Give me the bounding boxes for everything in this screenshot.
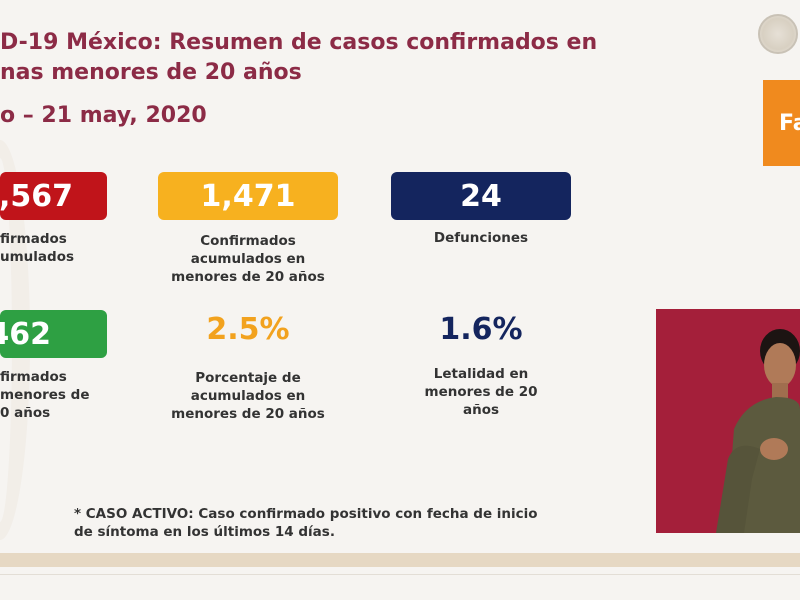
confirmed-total-value: ,567 bbox=[0, 172, 107, 220]
active-case-footnote: * CASO ACTIVO: Caso confirmado positivo … bbox=[74, 506, 538, 540]
percentage-label: Porcentaje de acumulados en menores de 2… bbox=[171, 370, 325, 422]
deaths-label: Defunciones bbox=[433, 230, 529, 246]
orange-banner: Fa bbox=[763, 80, 800, 166]
confirmed-total-label: firmados umulados bbox=[0, 231, 74, 265]
page-title: D-19 México: Resumen de casos confirmado… bbox=[0, 30, 598, 85]
confirmed-under20-label: Confirmados acumulados en menores de 20 … bbox=[171, 233, 325, 285]
lethality-label: Letalidad en menores de 20 años bbox=[424, 366, 538, 418]
confirmed-under20-value: 1,471 bbox=[158, 172, 338, 220]
government-seal-icon bbox=[758, 14, 798, 54]
sign-language-interpreter-video bbox=[656, 309, 800, 533]
bottom-divider bbox=[0, 574, 800, 575]
interpreter-figure-icon bbox=[656, 309, 800, 533]
orange-banner-text: Fa bbox=[779, 110, 800, 136]
lethality-value: 1.6% bbox=[439, 312, 523, 347]
active-under20-label: firmados menores de 0 años bbox=[0, 369, 90, 421]
percentage-value: 2.5% bbox=[206, 312, 290, 347]
deaths-value: 24 bbox=[391, 172, 571, 220]
active-under20-value: 462 bbox=[0, 310, 107, 358]
bottom-decorative-band bbox=[0, 553, 800, 567]
date-range: o – 21 may, 2020 bbox=[0, 103, 207, 128]
